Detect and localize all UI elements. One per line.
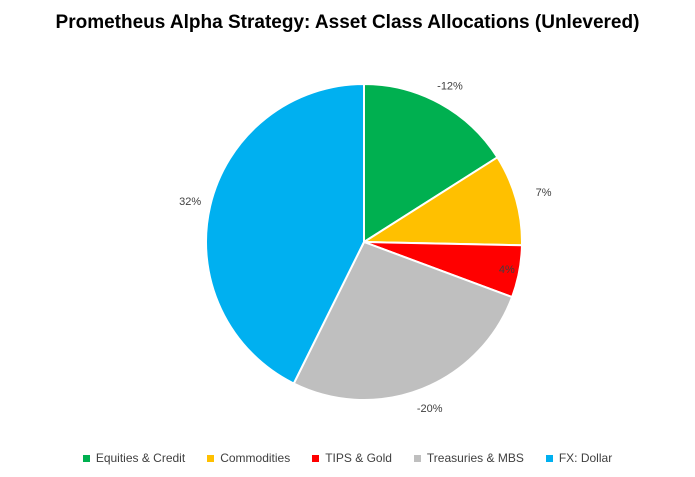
pie-slice-commodities <box>360 155 523 247</box>
data-label: 32% <box>179 196 201 208</box>
pie-slice-treasuries-mbs <box>292 240 514 401</box>
legend-label: TIPS & Gold <box>325 451 392 465</box>
legend-label: Equities & Credit <box>95 451 186 465</box>
data-label: -12% <box>437 81 463 93</box>
legend-item: FX: Dollar <box>545 451 613 465</box>
legend-label: Treasuries & MBS <box>426 451 524 465</box>
chart-title: Prometheus Alpha Strategy: Asset Class A… <box>55 12 640 33</box>
legend-label: FX: Dollar <box>558 451 613 465</box>
legend-swatch <box>207 454 215 462</box>
legend-swatch <box>545 454 553 462</box>
legend: Equities & Credit Commodities TIPS & Gold T… <box>0 451 695 465</box>
pie-slice-fx-dollar <box>205 82 365 385</box>
legend-item: Treasuries & MBS <box>413 451 524 465</box>
legend-swatch <box>413 454 421 462</box>
legend-item: Equities & Credit <box>82 451 186 465</box>
data-label: 7% <box>536 187 552 199</box>
legend-item: Commodities <box>207 451 290 465</box>
legend-swatch <box>82 454 90 462</box>
data-label: -20% <box>417 403 443 415</box>
data-label: 4% <box>499 264 515 276</box>
legend-label: Commodities <box>220 451 291 465</box>
legend-item: TIPS & Gold <box>312 451 392 465</box>
pie-slice-equities-credit <box>363 82 499 244</box>
legend-swatch <box>312 454 320 462</box>
